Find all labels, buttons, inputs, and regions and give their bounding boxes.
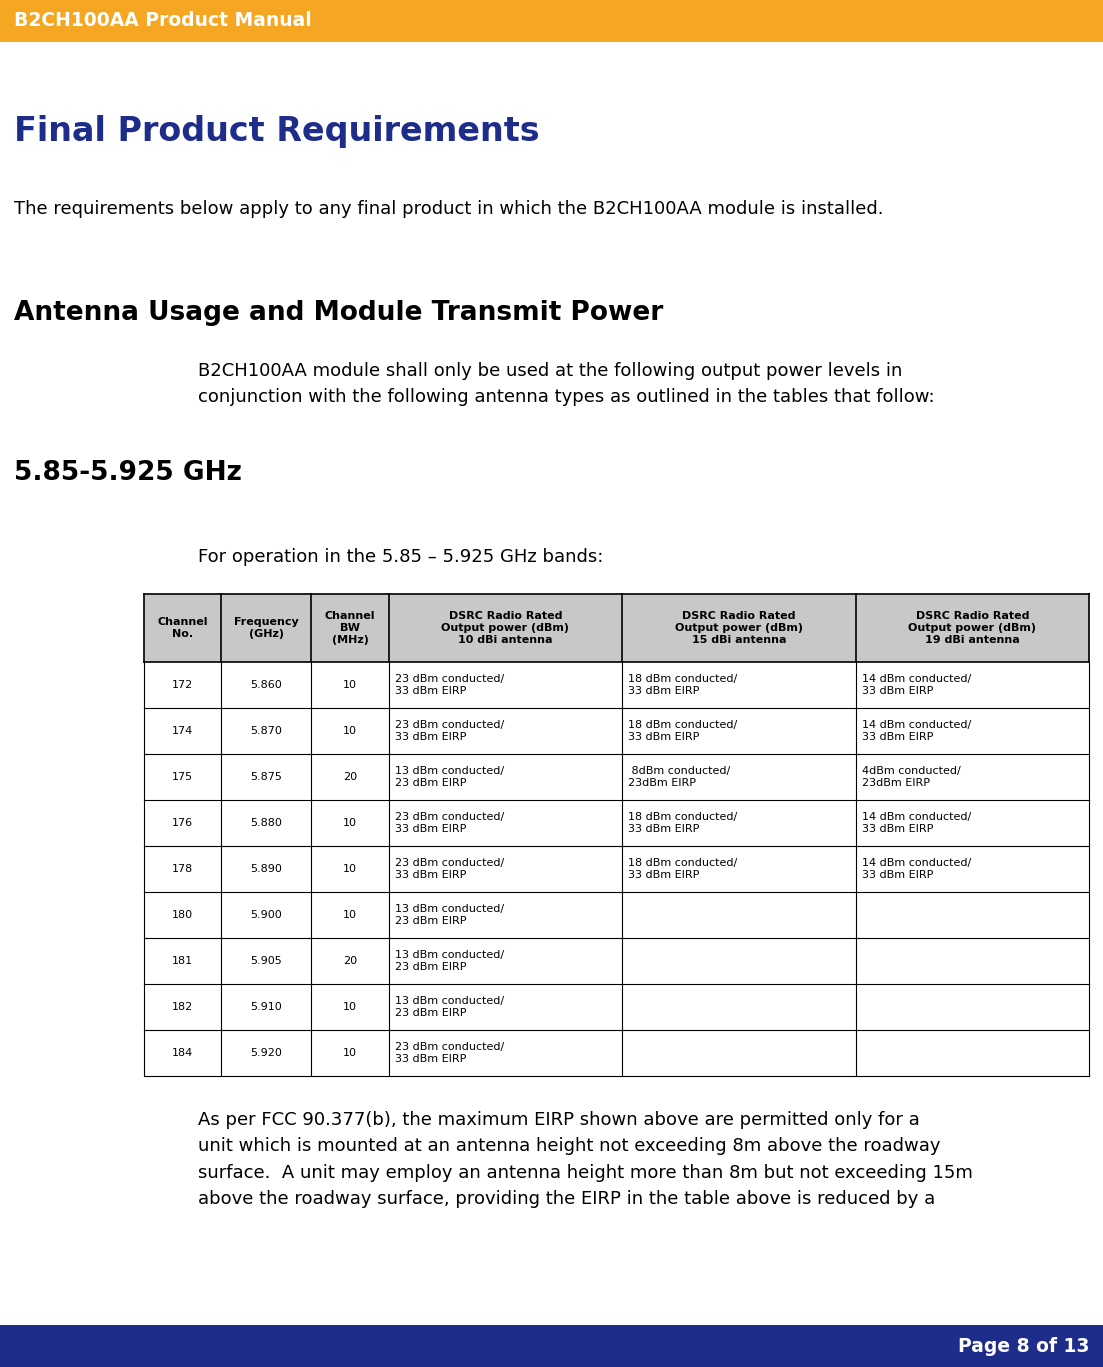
Text: Antenna Usage and Module Transmit Power: Antenna Usage and Module Transmit Power <box>14 299 663 325</box>
Text: 13 dBm conducted/
23 dBm EIRP: 13 dBm conducted/ 23 dBm EIRP <box>395 997 504 1018</box>
Bar <box>144 595 1089 662</box>
Text: DSRC Radio Rated
Output power (dBm)
19 dBi antenna: DSRC Radio Rated Output power (dBm) 19 d… <box>908 611 1037 645</box>
Text: 174: 174 <box>172 726 193 735</box>
Text: 5.875: 5.875 <box>250 772 282 782</box>
Text: 18 dBm conducted/
33 dBm EIRP: 18 dBm conducted/ 33 dBm EIRP <box>629 858 738 880</box>
Text: 4dBm conducted/
23dBm EIRP: 4dBm conducted/ 23dBm EIRP <box>861 766 961 787</box>
Text: DSRC Radio Rated
Output power (dBm)
10 dBi antenna: DSRC Radio Rated Output power (dBm) 10 d… <box>441 611 569 645</box>
Text: 5.880: 5.880 <box>250 817 282 828</box>
Text: 10: 10 <box>343 817 357 828</box>
Text: 13 dBm conducted/
23 dBm EIRP: 13 dBm conducted/ 23 dBm EIRP <box>395 904 504 925</box>
Text: 175: 175 <box>172 772 193 782</box>
Text: B2CH100AA Product Manual: B2CH100AA Product Manual <box>14 11 312 30</box>
Text: As per FCC 90.377(b), the maximum EIRP shown above are permitted only for a
unit: As per FCC 90.377(b), the maximum EIRP s… <box>199 1111 973 1208</box>
Bar <box>0 0 1103 42</box>
Text: 20: 20 <box>343 772 357 782</box>
Text: Channel
No.: Channel No. <box>158 617 208 638</box>
Text: 178: 178 <box>172 864 193 874</box>
Text: 181: 181 <box>172 956 193 966</box>
Text: 18 dBm conducted/
33 dBm EIRP: 18 dBm conducted/ 33 dBm EIRP <box>629 674 738 696</box>
Text: 10: 10 <box>343 1048 357 1058</box>
Text: For operation in the 5.85 – 5.925 GHz bands:: For operation in the 5.85 – 5.925 GHz ba… <box>199 548 603 566</box>
Text: 14 dBm conducted/
33 dBm EIRP: 14 dBm conducted/ 33 dBm EIRP <box>861 720 971 742</box>
Text: 5.870: 5.870 <box>250 726 282 735</box>
Text: 5.85-5.925 GHz: 5.85-5.925 GHz <box>14 461 242 487</box>
Text: 5.910: 5.910 <box>250 1002 282 1012</box>
Text: 13 dBm conducted/
23 dBm EIRP: 13 dBm conducted/ 23 dBm EIRP <box>395 766 504 787</box>
Text: Final Product Requirements: Final Product Requirements <box>14 115 539 148</box>
Text: 5.890: 5.890 <box>250 864 282 874</box>
Bar <box>0 1325 1103 1367</box>
Text: 8dBm conducted/
23dBm EIRP: 8dBm conducted/ 23dBm EIRP <box>629 766 730 787</box>
Text: 176: 176 <box>172 817 193 828</box>
Text: 10: 10 <box>343 910 357 920</box>
Text: 23 dBm conducted/
33 dBm EIRP: 23 dBm conducted/ 33 dBm EIRP <box>395 1042 504 1064</box>
Text: 23 dBm conducted/
33 dBm EIRP: 23 dBm conducted/ 33 dBm EIRP <box>395 674 504 696</box>
Text: 10: 10 <box>343 1002 357 1012</box>
Text: 182: 182 <box>172 1002 193 1012</box>
Text: Channel
BW
(MHz): Channel BW (MHz) <box>324 611 375 645</box>
Text: 10: 10 <box>343 726 357 735</box>
Text: The requirements below apply to any final product in which the B2CH100AA module : The requirements below apply to any fina… <box>14 200 884 217</box>
Text: 23 dBm conducted/
33 dBm EIRP: 23 dBm conducted/ 33 dBm EIRP <box>395 812 504 834</box>
Text: 18 dBm conducted/
33 dBm EIRP: 18 dBm conducted/ 33 dBm EIRP <box>629 812 738 834</box>
Text: 5.860: 5.860 <box>250 679 282 690</box>
Text: 5.920: 5.920 <box>250 1048 282 1058</box>
Text: Page 8 of 13: Page 8 of 13 <box>957 1337 1089 1356</box>
Text: 5.900: 5.900 <box>250 910 282 920</box>
Text: 172: 172 <box>172 679 193 690</box>
Text: 23 dBm conducted/
33 dBm EIRP: 23 dBm conducted/ 33 dBm EIRP <box>395 858 504 880</box>
Text: 20: 20 <box>343 956 357 966</box>
Text: 180: 180 <box>172 910 193 920</box>
Text: 23 dBm conducted/
33 dBm EIRP: 23 dBm conducted/ 33 dBm EIRP <box>395 720 504 742</box>
Text: 13 dBm conducted/
23 dBm EIRP: 13 dBm conducted/ 23 dBm EIRP <box>395 950 504 972</box>
Text: 184: 184 <box>172 1048 193 1058</box>
Text: DSRC Radio Rated
Output power (dBm)
15 dBi antenna: DSRC Radio Rated Output power (dBm) 15 d… <box>675 611 803 645</box>
Text: 18 dBm conducted/
33 dBm EIRP: 18 dBm conducted/ 33 dBm EIRP <box>629 720 738 742</box>
Text: 10: 10 <box>343 864 357 874</box>
Text: 10: 10 <box>343 679 357 690</box>
Text: B2CH100AA module shall only be used at the following output power levels in
conj: B2CH100AA module shall only be used at t… <box>199 362 934 406</box>
Text: 5.905: 5.905 <box>250 956 282 966</box>
Text: 14 dBm conducted/
33 dBm EIRP: 14 dBm conducted/ 33 dBm EIRP <box>861 674 971 696</box>
Text: 14 dBm conducted/
33 dBm EIRP: 14 dBm conducted/ 33 dBm EIRP <box>861 812 971 834</box>
Text: Frequency
(GHz): Frequency (GHz) <box>234 617 299 638</box>
Text: 14 dBm conducted/
33 dBm EIRP: 14 dBm conducted/ 33 dBm EIRP <box>861 858 971 880</box>
